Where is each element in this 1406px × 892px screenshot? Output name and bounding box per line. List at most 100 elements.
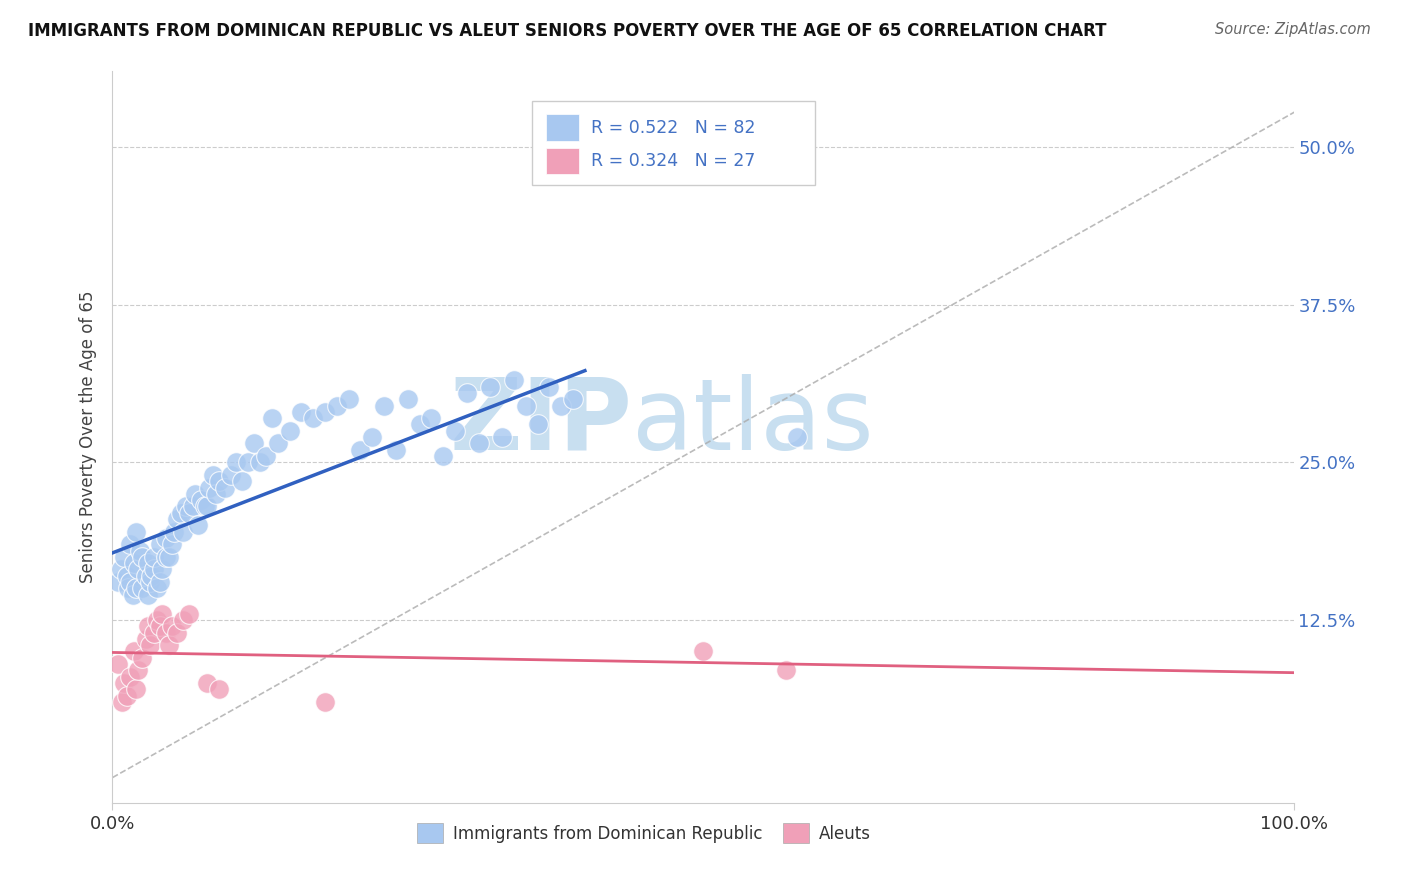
- Point: [267, 436, 290, 450]
- Point: [396, 392, 419, 407]
- Point: [172, 524, 194, 539]
- Point: [163, 524, 186, 539]
- Point: [692, 644, 714, 658]
- Point: [141, 569, 163, 583]
- Point: [186, 518, 208, 533]
- Point: [107, 575, 129, 590]
- Point: [181, 500, 204, 514]
- Point: [136, 588, 159, 602]
- Point: [112, 676, 135, 690]
- Text: R = 0.324   N = 27: R = 0.324 N = 27: [591, 153, 755, 170]
- Point: [254, 449, 277, 463]
- Point: [444, 424, 467, 438]
- Point: [373, 399, 395, 413]
- Point: [146, 582, 169, 596]
- Point: [111, 695, 134, 709]
- Point: [142, 625, 165, 640]
- Point: [526, 417, 548, 432]
- Text: IMMIGRANTS FROM DOMINICAN REPUBLIC VS ALEUT SENIORS POVERTY OVER THE AGE OF 65 C: IMMIGRANTS FROM DOMINICAN REPUBLIC VS AL…: [28, 22, 1107, 40]
- Y-axis label: Seniors Poverty Over the Age of 65: Seniors Poverty Over the Age of 65: [79, 291, 97, 583]
- Point: [361, 430, 384, 444]
- Point: [290, 405, 312, 419]
- Point: [278, 424, 301, 438]
- Point: [195, 500, 218, 514]
- Text: atlas: atlas: [633, 374, 873, 471]
- Point: [122, 644, 145, 658]
- Point: [149, 619, 172, 633]
- Point: [139, 638, 162, 652]
- Point: [208, 474, 231, 488]
- Point: [150, 607, 173, 621]
- Point: [190, 493, 212, 508]
- Text: R = 0.522   N = 82: R = 0.522 N = 82: [591, 119, 755, 136]
- Point: [172, 613, 194, 627]
- Point: [125, 582, 148, 596]
- Point: [491, 430, 513, 444]
- Point: [219, 467, 242, 482]
- Point: [174, 500, 197, 514]
- Point: [314, 695, 336, 709]
- Point: [179, 506, 201, 520]
- Point: [538, 379, 561, 393]
- Point: [155, 625, 177, 640]
- Point: [155, 531, 177, 545]
- Point: [515, 399, 537, 413]
- Point: [238, 455, 260, 469]
- Point: [456, 386, 478, 401]
- Point: [198, 481, 221, 495]
- Point: [194, 500, 217, 514]
- Point: [160, 619, 183, 633]
- Point: [337, 392, 360, 407]
- Point: [125, 682, 148, 697]
- Point: [135, 632, 157, 646]
- Point: [302, 411, 325, 425]
- FancyBboxPatch shape: [531, 101, 815, 185]
- Text: ZIP: ZIP: [450, 374, 633, 471]
- Point: [385, 442, 408, 457]
- Point: [115, 689, 138, 703]
- Point: [260, 411, 283, 425]
- Point: [117, 582, 139, 596]
- Point: [208, 682, 231, 697]
- Point: [408, 417, 430, 432]
- Point: [149, 537, 172, 551]
- Point: [205, 487, 228, 501]
- Point: [157, 549, 180, 564]
- Point: [142, 562, 165, 576]
- FancyBboxPatch shape: [546, 114, 579, 141]
- Point: [120, 670, 142, 684]
- Point: [179, 607, 201, 621]
- Point: [127, 562, 149, 576]
- Point: [562, 392, 585, 407]
- Point: [122, 556, 145, 570]
- Point: [149, 575, 172, 590]
- Point: [184, 487, 207, 501]
- Point: [243, 436, 266, 450]
- Point: [249, 455, 271, 469]
- Point: [170, 506, 193, 520]
- Point: [550, 399, 572, 413]
- Point: [195, 676, 218, 690]
- Point: [131, 549, 153, 564]
- Point: [135, 569, 157, 583]
- Point: [120, 537, 142, 551]
- Point: [214, 481, 236, 495]
- Point: [326, 399, 349, 413]
- Point: [155, 549, 177, 564]
- Point: [225, 455, 247, 469]
- Point: [112, 549, 135, 564]
- Point: [166, 625, 188, 640]
- Point: [231, 474, 253, 488]
- Legend: Immigrants from Dominican Republic, Aleuts: Immigrants from Dominican Republic, Aleu…: [411, 817, 877, 849]
- Point: [786, 430, 808, 444]
- Point: [166, 512, 188, 526]
- Point: [201, 467, 224, 482]
- Point: [139, 575, 162, 590]
- Point: [160, 537, 183, 551]
- Point: [110, 562, 132, 576]
- Point: [420, 411, 443, 425]
- Point: [136, 619, 159, 633]
- FancyBboxPatch shape: [546, 148, 579, 174]
- Point: [128, 543, 150, 558]
- Point: [503, 373, 526, 387]
